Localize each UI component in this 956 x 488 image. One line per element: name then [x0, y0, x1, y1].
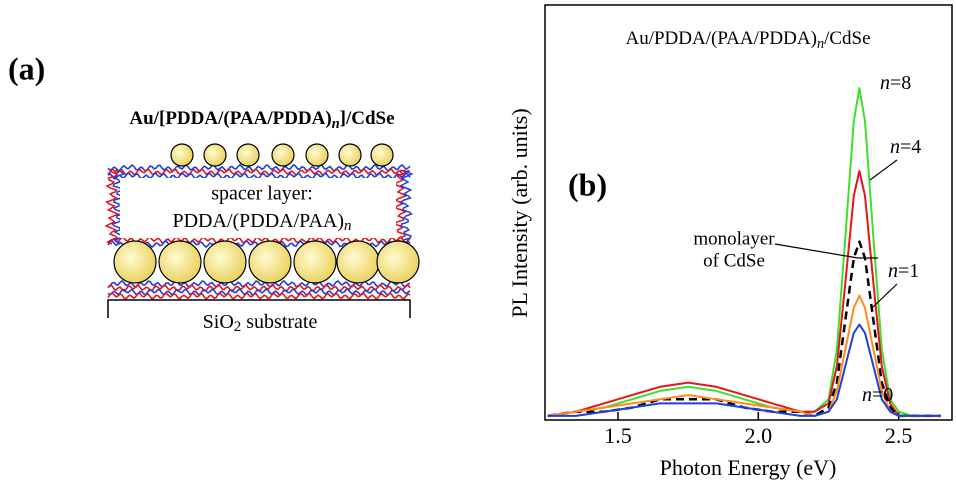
polymer-chain	[107, 287, 411, 297]
large-nanoparticle	[293, 240, 337, 284]
small-nanoparticle	[236, 143, 260, 167]
small-nanoparticle	[203, 143, 227, 167]
chart-title: Au/PDDA/(PAA/PDDA)n/CdSe	[625, 28, 870, 52]
small-nanoparticle	[271, 143, 295, 167]
series-label: n=4	[890, 136, 921, 158]
polymer-chain	[107, 279, 411, 289]
x-tick-label: 1.5	[604, 423, 632, 448]
plot-frame	[544, 4, 953, 421]
panel-label: (a)	[8, 50, 45, 86]
polymer-chain	[104, 169, 120, 245]
series-label: n=8	[880, 72, 911, 94]
series-line	[547, 323, 941, 417]
x-tick-label: 2.5	[885, 423, 913, 448]
label-leader	[869, 159, 898, 181]
y-axis-label: PL Intensity (arb. units)	[507, 108, 532, 317]
large-nanoparticle	[248, 240, 292, 284]
series-label: of CdSe	[703, 250, 765, 271]
series-label: n=0	[862, 384, 893, 406]
x-axis-label: Photon Energy (eV)	[660, 455, 837, 480]
diagram-title: Au/[PDDA/(PAA/PDDA)n]/CdSe	[129, 108, 394, 132]
spacer-label: spacer layer:	[211, 183, 313, 205]
label-leader	[871, 283, 898, 309]
substrate	[107, 299, 411, 318]
spacer-box	[120, 178, 396, 238]
label-leader	[774, 243, 859, 259]
series-label: monolayer	[693, 228, 775, 249]
nanoparticles	[113, 143, 420, 284]
polymer-chain	[107, 171, 411, 181]
large-nanoparticle	[158, 240, 202, 284]
substrate-label: SiO2 substrate	[203, 311, 318, 336]
panel-label: (b)	[568, 166, 607, 202]
panel-a: (a) Au/[PDDA/(PAA/PDDA)n]/CdSe spacer la…	[8, 50, 420, 336]
series-label: n=1	[888, 260, 919, 282]
large-nanoparticle	[113, 240, 157, 284]
polymer-chain	[111, 169, 126, 245]
small-nanoparticle	[305, 143, 329, 167]
spacer-label: PDDA/(PDDA/PAA)n	[172, 210, 351, 235]
x-tick-label: 2.0	[745, 423, 773, 448]
polymer-chain	[398, 169, 414, 245]
small-nanoparticle	[370, 143, 394, 167]
polymer-chain	[107, 163, 411, 173]
series-line	[547, 87, 941, 417]
polymer-chain	[107, 167, 411, 177]
large-nanoparticle	[376, 240, 420, 284]
small-nanoparticle	[170, 143, 194, 167]
polymer-chain	[392, 169, 408, 245]
small-nanoparticle	[338, 143, 362, 167]
series-line	[547, 170, 941, 417]
panel-b: Au/PDDA/(PAA/PDDA)n/CdSe (b) Photon Energy…	[507, 4, 953, 480]
large-nanoparticle	[336, 240, 380, 284]
polymer-chain	[107, 291, 411, 300]
large-nanoparticle	[203, 240, 247, 284]
